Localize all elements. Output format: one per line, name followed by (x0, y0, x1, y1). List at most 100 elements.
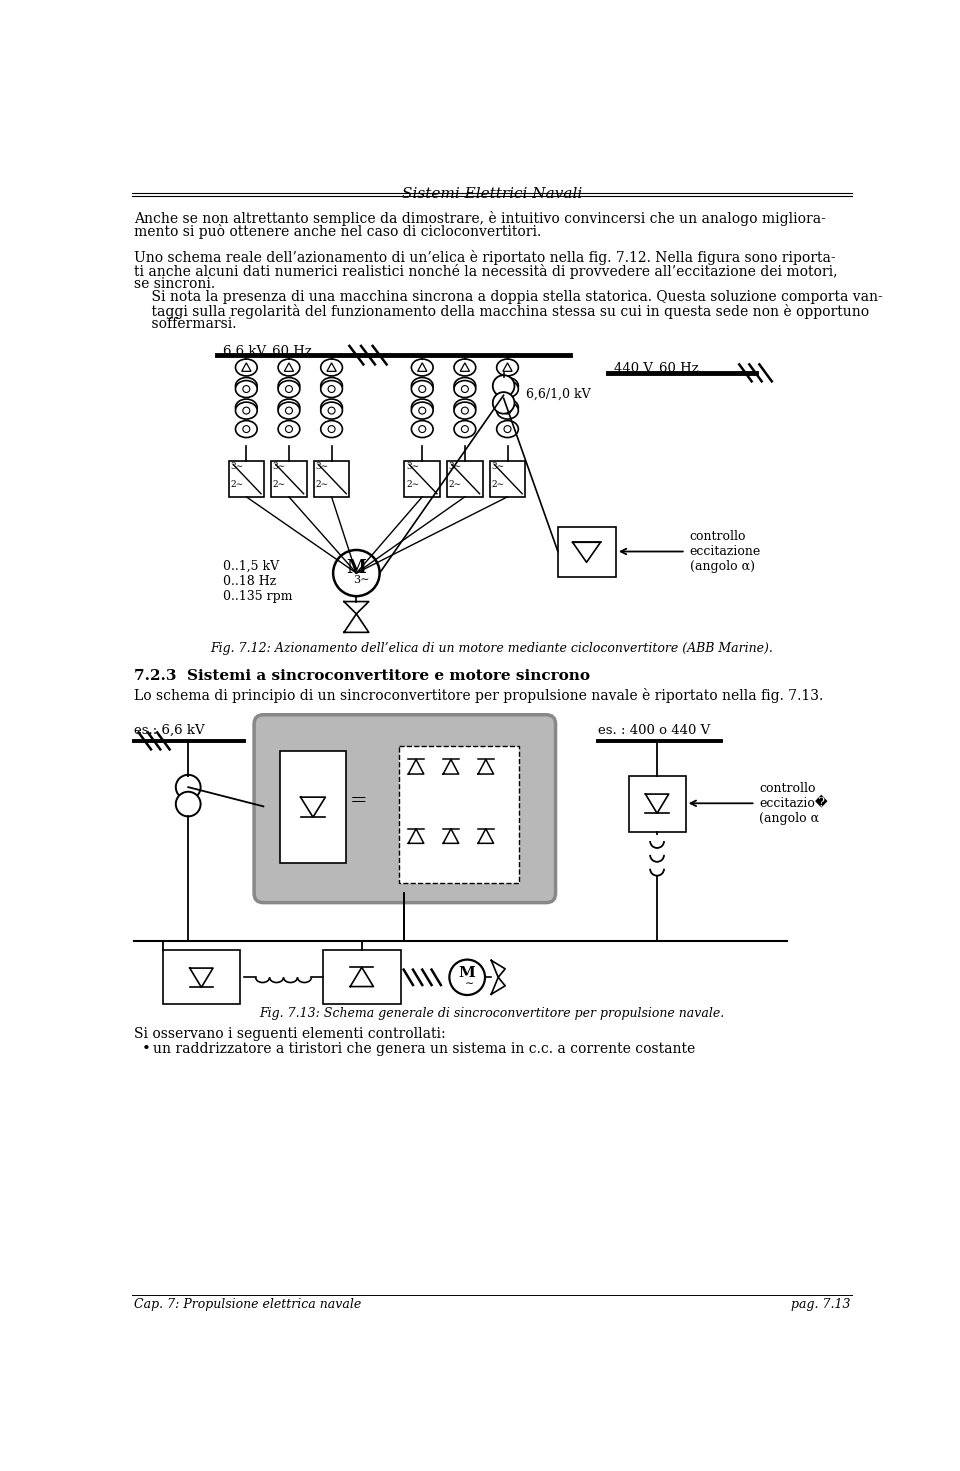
Bar (271, 462, 307, 497)
Ellipse shape (278, 402, 300, 419)
Circle shape (285, 425, 293, 432)
Text: es. : 400 o 440 V: es. : 400 o 440 V (598, 724, 710, 737)
Circle shape (243, 405, 250, 410)
Circle shape (492, 375, 515, 397)
Circle shape (328, 382, 335, 390)
Text: Sistemi Elettrici Navali: Sistemi Elettrici Navali (402, 187, 582, 200)
Ellipse shape (321, 381, 343, 397)
Circle shape (285, 407, 293, 413)
Bar (558, 527, 616, 577)
Ellipse shape (278, 359, 300, 377)
Text: 2∼: 2∼ (492, 480, 504, 488)
Circle shape (243, 382, 250, 390)
Circle shape (243, 407, 250, 413)
Circle shape (419, 407, 425, 413)
Circle shape (243, 385, 250, 393)
Text: 3∼: 3∼ (492, 462, 504, 471)
Circle shape (176, 775, 201, 799)
Circle shape (285, 385, 293, 393)
Ellipse shape (496, 421, 518, 437)
Circle shape (504, 405, 511, 410)
Ellipse shape (321, 378, 343, 394)
Ellipse shape (496, 359, 518, 377)
Circle shape (328, 407, 335, 413)
Text: 2∼: 2∼ (406, 480, 420, 488)
Ellipse shape (496, 381, 518, 397)
Ellipse shape (412, 378, 433, 394)
Text: =: = (349, 791, 367, 809)
Text: un raddrizzatore a tiristori che genera un sistema in c.c. a corrente costante: un raddrizzatore a tiristori che genera … (153, 1041, 695, 1056)
Ellipse shape (454, 402, 476, 419)
Text: M: M (347, 559, 367, 577)
Circle shape (328, 425, 335, 432)
Text: Uno schema reale dell’azionamento di un’elica è riportato nella fig. 7.12. Nella: Uno schema reale dell’azionamento di un’… (134, 250, 835, 265)
Circle shape (504, 385, 511, 393)
Ellipse shape (278, 421, 300, 437)
Bar (629, 775, 685, 831)
Bar (404, 462, 440, 497)
Circle shape (328, 405, 335, 410)
Text: Fig. 7.13: Schema generale di sincroconvertitore per propulsione navale.: Fig. 7.13: Schema generale di sincroconv… (259, 1006, 725, 1019)
Circle shape (492, 393, 515, 413)
Bar (314, 462, 349, 497)
Text: taggi sulla regolarità del funzionamento della macchina stessa su cui in questa : taggi sulla regolarità del funzionamento… (134, 303, 869, 319)
Text: ∼: ∼ (465, 978, 474, 989)
Text: Lo schema di principio di un sincroconvertitore per propulsione navale è riporta: Lo schema di principio di un sincroconve… (134, 688, 824, 703)
Ellipse shape (454, 381, 476, 397)
Circle shape (419, 385, 425, 393)
Ellipse shape (278, 399, 300, 416)
Ellipse shape (454, 378, 476, 394)
Ellipse shape (321, 359, 343, 377)
Bar (447, 462, 483, 497)
Ellipse shape (235, 381, 257, 397)
Circle shape (243, 425, 250, 432)
Ellipse shape (321, 399, 343, 416)
Text: 440 V, 60 Hz: 440 V, 60 Hz (614, 362, 699, 374)
Ellipse shape (496, 402, 518, 419)
Text: 2∼: 2∼ (273, 480, 286, 488)
Ellipse shape (412, 359, 433, 377)
Circle shape (462, 385, 468, 393)
Text: Si osservano i seguenti elementi controllati:: Si osservano i seguenti elementi control… (134, 1027, 445, 1041)
Ellipse shape (412, 421, 433, 437)
Text: se sincroni.: se sincroni. (134, 277, 215, 291)
Circle shape (328, 385, 335, 393)
Ellipse shape (412, 399, 433, 416)
Ellipse shape (278, 378, 300, 394)
Ellipse shape (235, 402, 257, 419)
Ellipse shape (454, 421, 476, 437)
Text: 3∼: 3∼ (352, 575, 370, 585)
Text: 2∼: 2∼ (448, 480, 462, 488)
Circle shape (462, 382, 468, 390)
Text: •: • (142, 1041, 151, 1056)
Circle shape (462, 425, 468, 432)
Bar (228, 462, 264, 497)
Text: controllo
eccitazio�
(angolo α: controllo eccitazio� (angolo α (759, 781, 828, 825)
Text: mento si può ottenere anche nel caso di cicloconvertitori.: mento si può ottenere anche nel caso di … (134, 224, 541, 240)
Circle shape (462, 407, 468, 413)
Text: 6,6/1,0 kV: 6,6/1,0 kV (526, 388, 590, 402)
Ellipse shape (321, 421, 343, 437)
Bar (162, 950, 240, 1005)
Circle shape (333, 550, 379, 596)
Text: 0..1,5 kV
0..18 Hz
0..135 rpm: 0..1,5 kV 0..18 Hz 0..135 rpm (223, 560, 293, 603)
Text: M: M (459, 966, 475, 981)
Text: 3∼: 3∼ (315, 462, 328, 471)
Text: 3∼: 3∼ (230, 462, 243, 471)
Circle shape (285, 405, 293, 410)
Ellipse shape (235, 399, 257, 416)
Circle shape (504, 425, 511, 432)
Circle shape (419, 405, 425, 410)
Circle shape (285, 382, 293, 390)
FancyBboxPatch shape (254, 715, 556, 903)
Text: Cap. 7: Propulsione elettrica navale: Cap. 7: Propulsione elettrica navale (134, 1297, 361, 1311)
Text: Fig. 7.12: Azionamento dell’elica di un motore mediante cicloconvertitore (ABB M: Fig. 7.12: Azionamento dell’elica di un … (210, 643, 774, 656)
Bar (490, 462, 525, 497)
Text: controllo
eccitazione
(angolo α): controllo eccitazione (angolo α) (689, 530, 761, 572)
Ellipse shape (321, 402, 343, 419)
Ellipse shape (496, 378, 518, 394)
Text: 3∼: 3∼ (406, 462, 420, 471)
Circle shape (176, 791, 201, 816)
Ellipse shape (412, 381, 433, 397)
Text: pag. 7.13: pag. 7.13 (790, 1297, 850, 1311)
